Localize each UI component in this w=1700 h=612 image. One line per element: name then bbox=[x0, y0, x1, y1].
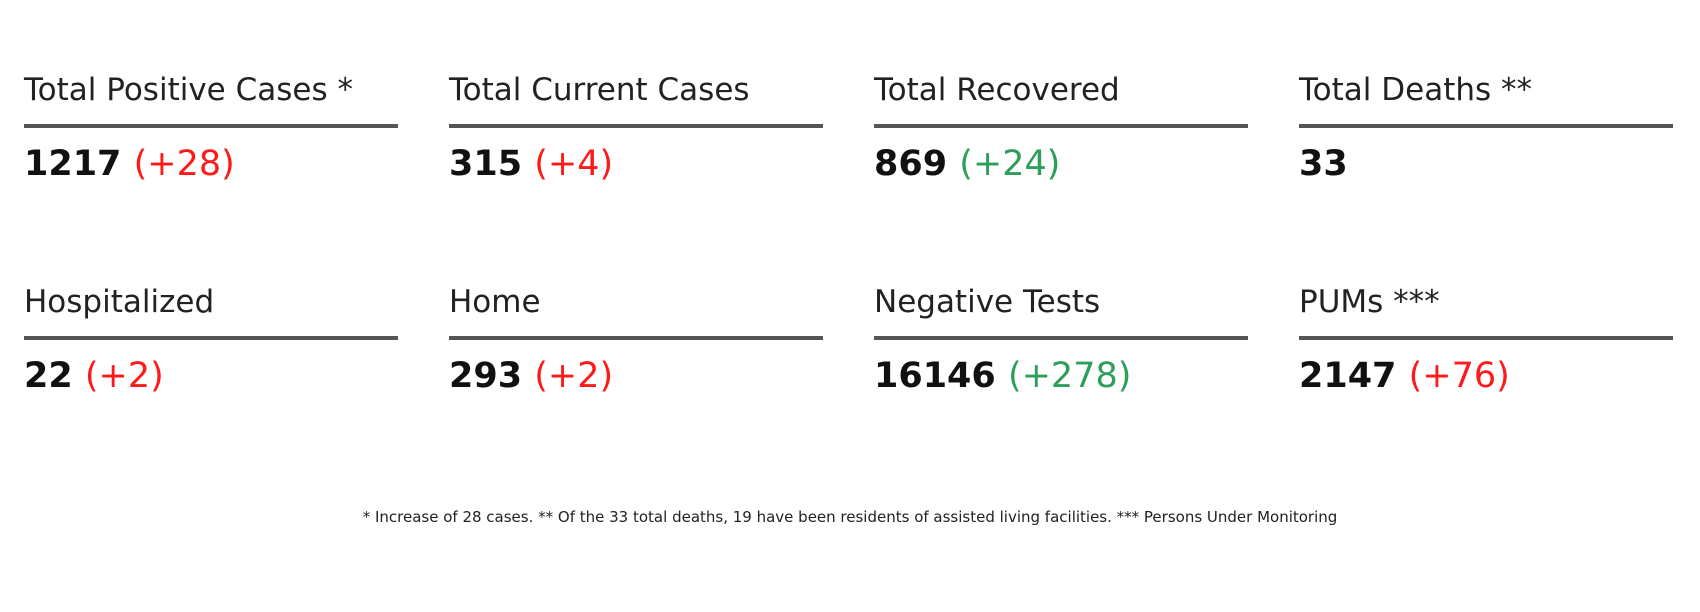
stat-value-row: 16146 (+278) bbox=[874, 354, 1248, 398]
stat-value: 2147 bbox=[1299, 356, 1397, 396]
stat-card: Total Deaths ** 33 bbox=[1299, 70, 1673, 220]
stat-value-row: 33 bbox=[1299, 142, 1673, 186]
stat-label: Total Current Cases bbox=[449, 70, 823, 128]
stat-value-row: 315 (+4) bbox=[449, 142, 823, 186]
stat-value: 1217 bbox=[24, 144, 122, 184]
stats-grid: Total Positive Cases * 1217 (+28) Total Cu… bbox=[24, 70, 1674, 432]
stat-card: Total Recovered 869 (+24) bbox=[874, 70, 1248, 220]
stat-value: 293 bbox=[449, 356, 523, 396]
stat-label: Home bbox=[449, 282, 823, 340]
stat-change: (+2) bbox=[534, 356, 614, 396]
stat-label: PUMs *** bbox=[1299, 282, 1673, 340]
stat-change: (+4) bbox=[534, 144, 614, 184]
stat-value-row: 869 (+24) bbox=[874, 142, 1248, 186]
stat-value: 869 bbox=[874, 144, 948, 184]
stat-label: Total Recovered bbox=[874, 70, 1248, 128]
footnote: * Increase of 28 cases. ** Of the 33 tot… bbox=[362, 508, 1338, 526]
stat-value: 22 bbox=[24, 356, 73, 396]
stat-change: (+24) bbox=[959, 144, 1061, 184]
stat-label: Total Positive Cases * bbox=[24, 70, 398, 128]
stat-label: Total Deaths ** bbox=[1299, 70, 1673, 128]
stat-card: PUMs *** 2147 (+76) bbox=[1299, 282, 1673, 432]
stat-value-row: 2147 (+76) bbox=[1299, 354, 1673, 398]
stat-card: Total Current Cases 315 (+4) bbox=[449, 70, 823, 220]
stat-value: 315 bbox=[449, 144, 523, 184]
stat-card: Total Positive Cases * 1217 (+28) bbox=[24, 70, 398, 220]
stat-change: (+278) bbox=[1007, 356, 1132, 396]
stat-value: 16146 bbox=[874, 356, 996, 396]
stat-card: Home 293 (+2) bbox=[449, 282, 823, 432]
stat-value-row: 293 (+2) bbox=[449, 354, 823, 398]
stat-card: Negative Tests 16146 (+278) bbox=[874, 282, 1248, 432]
stat-value: 33 bbox=[1299, 144, 1348, 184]
stat-value-row: 1217 (+28) bbox=[24, 142, 398, 186]
stat-change: (+28) bbox=[133, 144, 235, 184]
stat-change: (+76) bbox=[1408, 356, 1510, 396]
stat-label: Hospitalized bbox=[24, 282, 398, 340]
stat-change: (+2) bbox=[84, 356, 164, 396]
stat-card: Hospitalized 22 (+2) bbox=[24, 282, 398, 432]
stat-label: Negative Tests bbox=[874, 282, 1248, 340]
stat-value-row: 22 (+2) bbox=[24, 354, 398, 398]
